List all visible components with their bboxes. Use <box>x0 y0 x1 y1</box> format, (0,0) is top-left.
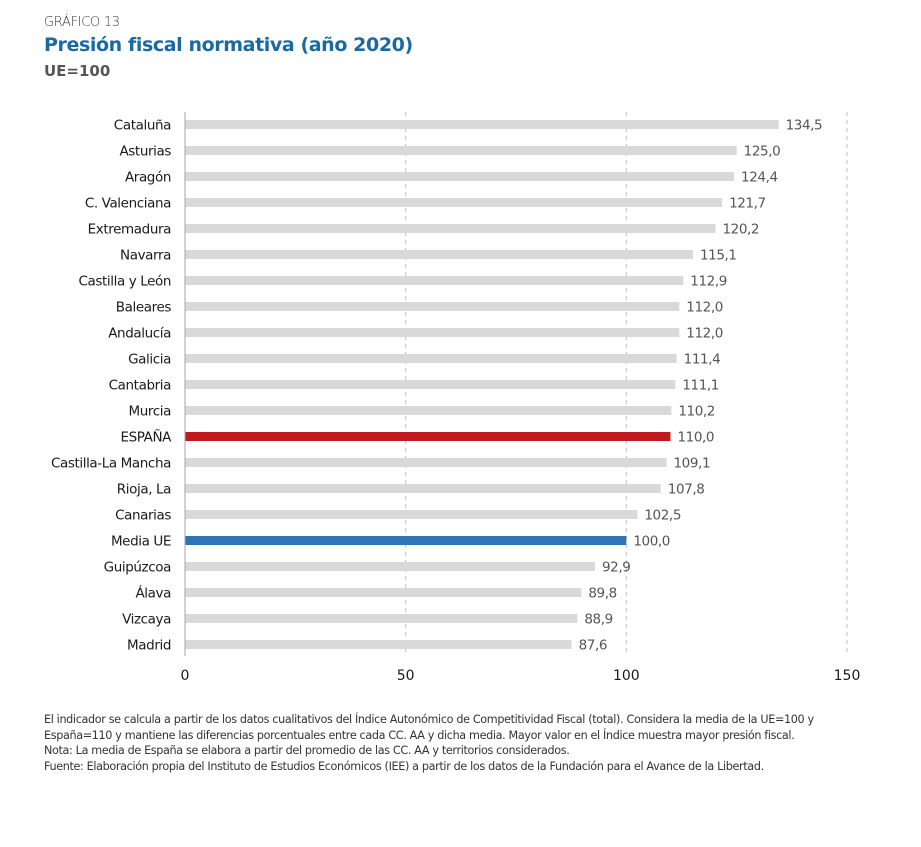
category-label: Rioja, La <box>117 482 171 498</box>
category-label: Cantabria <box>109 378 171 394</box>
x-tick-label: 50 <box>397 668 415 684</box>
category-label: Castilla-La Mancha <box>51 456 171 472</box>
x-tick-label: 100 <box>613 668 640 684</box>
bar <box>185 458 667 467</box>
chart-notes: El indicador se calcula a partir de los … <box>44 712 914 774</box>
value-label: 125,0 <box>744 144 781 160</box>
category-label: Canarias <box>115 508 171 524</box>
bar-chart: Cataluña 134,5 Asturias 125,0 Aragón 124,4 C. … <box>51 112 861 684</box>
bar <box>185 120 779 129</box>
bar <box>185 146 737 155</box>
value-label: 134,5 <box>786 118 823 134</box>
bar <box>185 562 595 571</box>
note-line: El indicador se calcula a partir de los … <box>44 713 814 726</box>
value-label: 115,1 <box>700 248 737 264</box>
category-label: Vizcaya <box>122 612 171 628</box>
category-label: Álava <box>135 585 171 602</box>
value-label: 92,9 <box>602 560 630 576</box>
bar <box>185 588 582 597</box>
bar <box>185 380 676 389</box>
category-label: ESPAÑA <box>120 429 172 446</box>
value-label: 87,6 <box>579 638 607 654</box>
note-source: Fuente: Elaboración propia del Instituto… <box>44 759 764 773</box>
value-label: 121,7 <box>729 196 766 212</box>
bar <box>185 302 680 311</box>
category-label: Murcia <box>128 404 171 420</box>
value-label: 112,9 <box>690 274 727 290</box>
bar <box>185 536 627 545</box>
value-label: 89,8 <box>588 586 616 602</box>
bar <box>185 614 578 623</box>
category-label: Madrid <box>127 638 171 654</box>
category-label: Galicia <box>128 352 171 368</box>
bar <box>185 250 693 259</box>
category-label: C. Valenciana <box>85 196 171 212</box>
value-label: 111,4 <box>684 352 721 368</box>
value-label: 88,9 <box>584 612 612 628</box>
bar <box>185 276 684 285</box>
note-line: España=110 y mantiene las diferencias po… <box>44 728 795 742</box>
value-label: 109,1 <box>673 456 710 472</box>
category-label: Asturias <box>119 144 171 160</box>
category-label: Andalucía <box>108 326 171 342</box>
category-label: Navarra <box>120 248 171 264</box>
value-label: 112,0 <box>686 326 723 342</box>
value-label: 111,1 <box>682 378 719 394</box>
bar <box>185 198 723 207</box>
value-label: 100,0 <box>633 534 670 550</box>
note-line: Nota: La media de España se elabora a pa… <box>44 744 570 758</box>
category-label: Guipúzcoa <box>104 560 171 576</box>
x-tick-label: 150 <box>834 668 861 684</box>
bar <box>185 172 735 181</box>
category-label: Aragón <box>125 170 171 186</box>
category-label: Media UE <box>111 534 171 550</box>
value-label: 124,4 <box>741 170 778 186</box>
bar <box>185 484 661 493</box>
value-label: 120,2 <box>722 222 759 238</box>
bar <box>185 432 671 441</box>
category-label: Extremadura <box>88 222 171 238</box>
bar <box>185 510 638 519</box>
value-label: 110,2 <box>678 404 715 420</box>
category-label: Baleares <box>116 300 172 316</box>
chart-title: Presión fiscal normativa (año 2020) <box>44 34 413 56</box>
chart-subtitle: UE=100 <box>44 62 111 80</box>
value-label: 112,0 <box>686 300 723 316</box>
bar <box>185 224 716 233</box>
bar <box>185 328 680 337</box>
value-label: 110,0 <box>677 430 714 446</box>
category-label: Cataluña <box>114 118 171 134</box>
value-label: 102,5 <box>644 508 681 524</box>
bar <box>185 354 677 363</box>
x-tick-label: 0 <box>181 668 190 684</box>
chart-kicker: GRÁFICO 13 <box>44 15 120 30</box>
value-label: 107,8 <box>668 482 705 498</box>
category-label: Castilla y León <box>78 274 171 290</box>
bar <box>185 406 672 415</box>
bar <box>185 640 572 649</box>
